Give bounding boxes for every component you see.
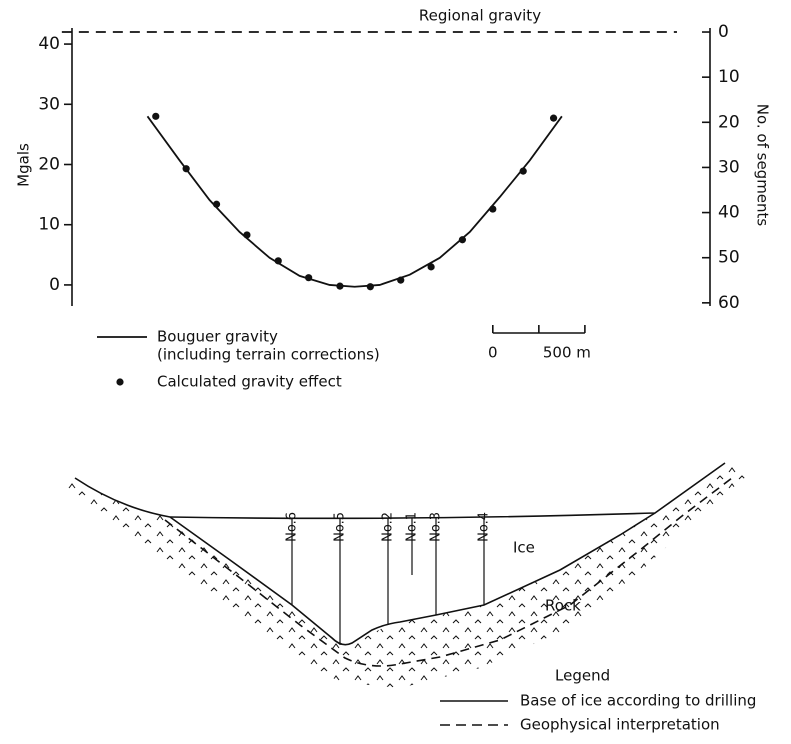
legend-title: Legend: [555, 667, 610, 685]
data-point: [549, 114, 558, 122]
borehole-label: No.6: [285, 512, 300, 542]
legend-label: Calculated gravity effect: [157, 373, 342, 391]
y2-axis-title: No. of segments: [754, 104, 772, 227]
legend-item: Geophysical interpretation: [520, 716, 720, 734]
legend-label: Bouguer gravity: [157, 328, 278, 346]
data-point: [274, 257, 282, 265]
scale-label: 500 m: [543, 344, 591, 362]
cross-section: Ice Rock: [58, 462, 748, 688]
legend-dot: [116, 378, 124, 386]
y2-tick-label: 50: [718, 248, 740, 268]
borehole-label: No.2: [381, 512, 396, 542]
data-point: [397, 276, 405, 284]
y2-tick-label: 10: [718, 67, 740, 87]
borehole-label: No.1: [405, 512, 420, 542]
y-axis-title: Mgals: [15, 143, 33, 187]
borehole-label: No.5: [333, 512, 348, 542]
data-point: [519, 167, 527, 175]
geophysical-interpretation: [164, 477, 733, 667]
ground-surface: [74, 477, 171, 518]
borehole-label: No.4: [477, 512, 492, 542]
ice-surface: [169, 462, 726, 520]
series-line: [146, 115, 563, 288]
y2-tick-label: 20: [718, 112, 740, 132]
scale-label: 0: [488, 344, 498, 362]
y-tick-label: 0: [49, 275, 60, 295]
y-tick-label: 10: [38, 215, 60, 235]
data-point: [366, 283, 374, 291]
y2-tick-label: 60: [718, 293, 740, 313]
y-tick-label: 40: [38, 34, 60, 54]
y2-tick-label: 40: [718, 203, 740, 223]
data-point: [458, 236, 467, 244]
y-tick-label: 30: [38, 94, 60, 114]
data-point: [336, 282, 344, 290]
y2-tick-label: 0: [718, 22, 729, 42]
rock-label: Rock: [545, 597, 581, 615]
regional-label: Regional gravity: [419, 7, 541, 25]
data-point: [427, 263, 435, 271]
y-tick-label: 20: [38, 155, 60, 175]
data-point: [305, 274, 313, 282]
borehole-label: No.3: [429, 512, 444, 542]
diagram-legend: Legend Base of ice according to drilling…: [440, 667, 756, 734]
legend-item: Base of ice according to drilling: [520, 692, 756, 710]
data-point: [182, 165, 190, 173]
data-point: [152, 112, 160, 120]
legend-note: (including terrain corrections): [157, 346, 380, 364]
rock-hatching: [58, 463, 748, 688]
data-point: [212, 200, 221, 208]
y2-tick-label: 30: [718, 157, 740, 177]
data-point: [489, 205, 497, 213]
data-point: [243, 231, 251, 239]
ice-label: Ice: [513, 539, 535, 557]
base-of-ice: [169, 512, 656, 646]
ice-body: [165, 513, 655, 645]
